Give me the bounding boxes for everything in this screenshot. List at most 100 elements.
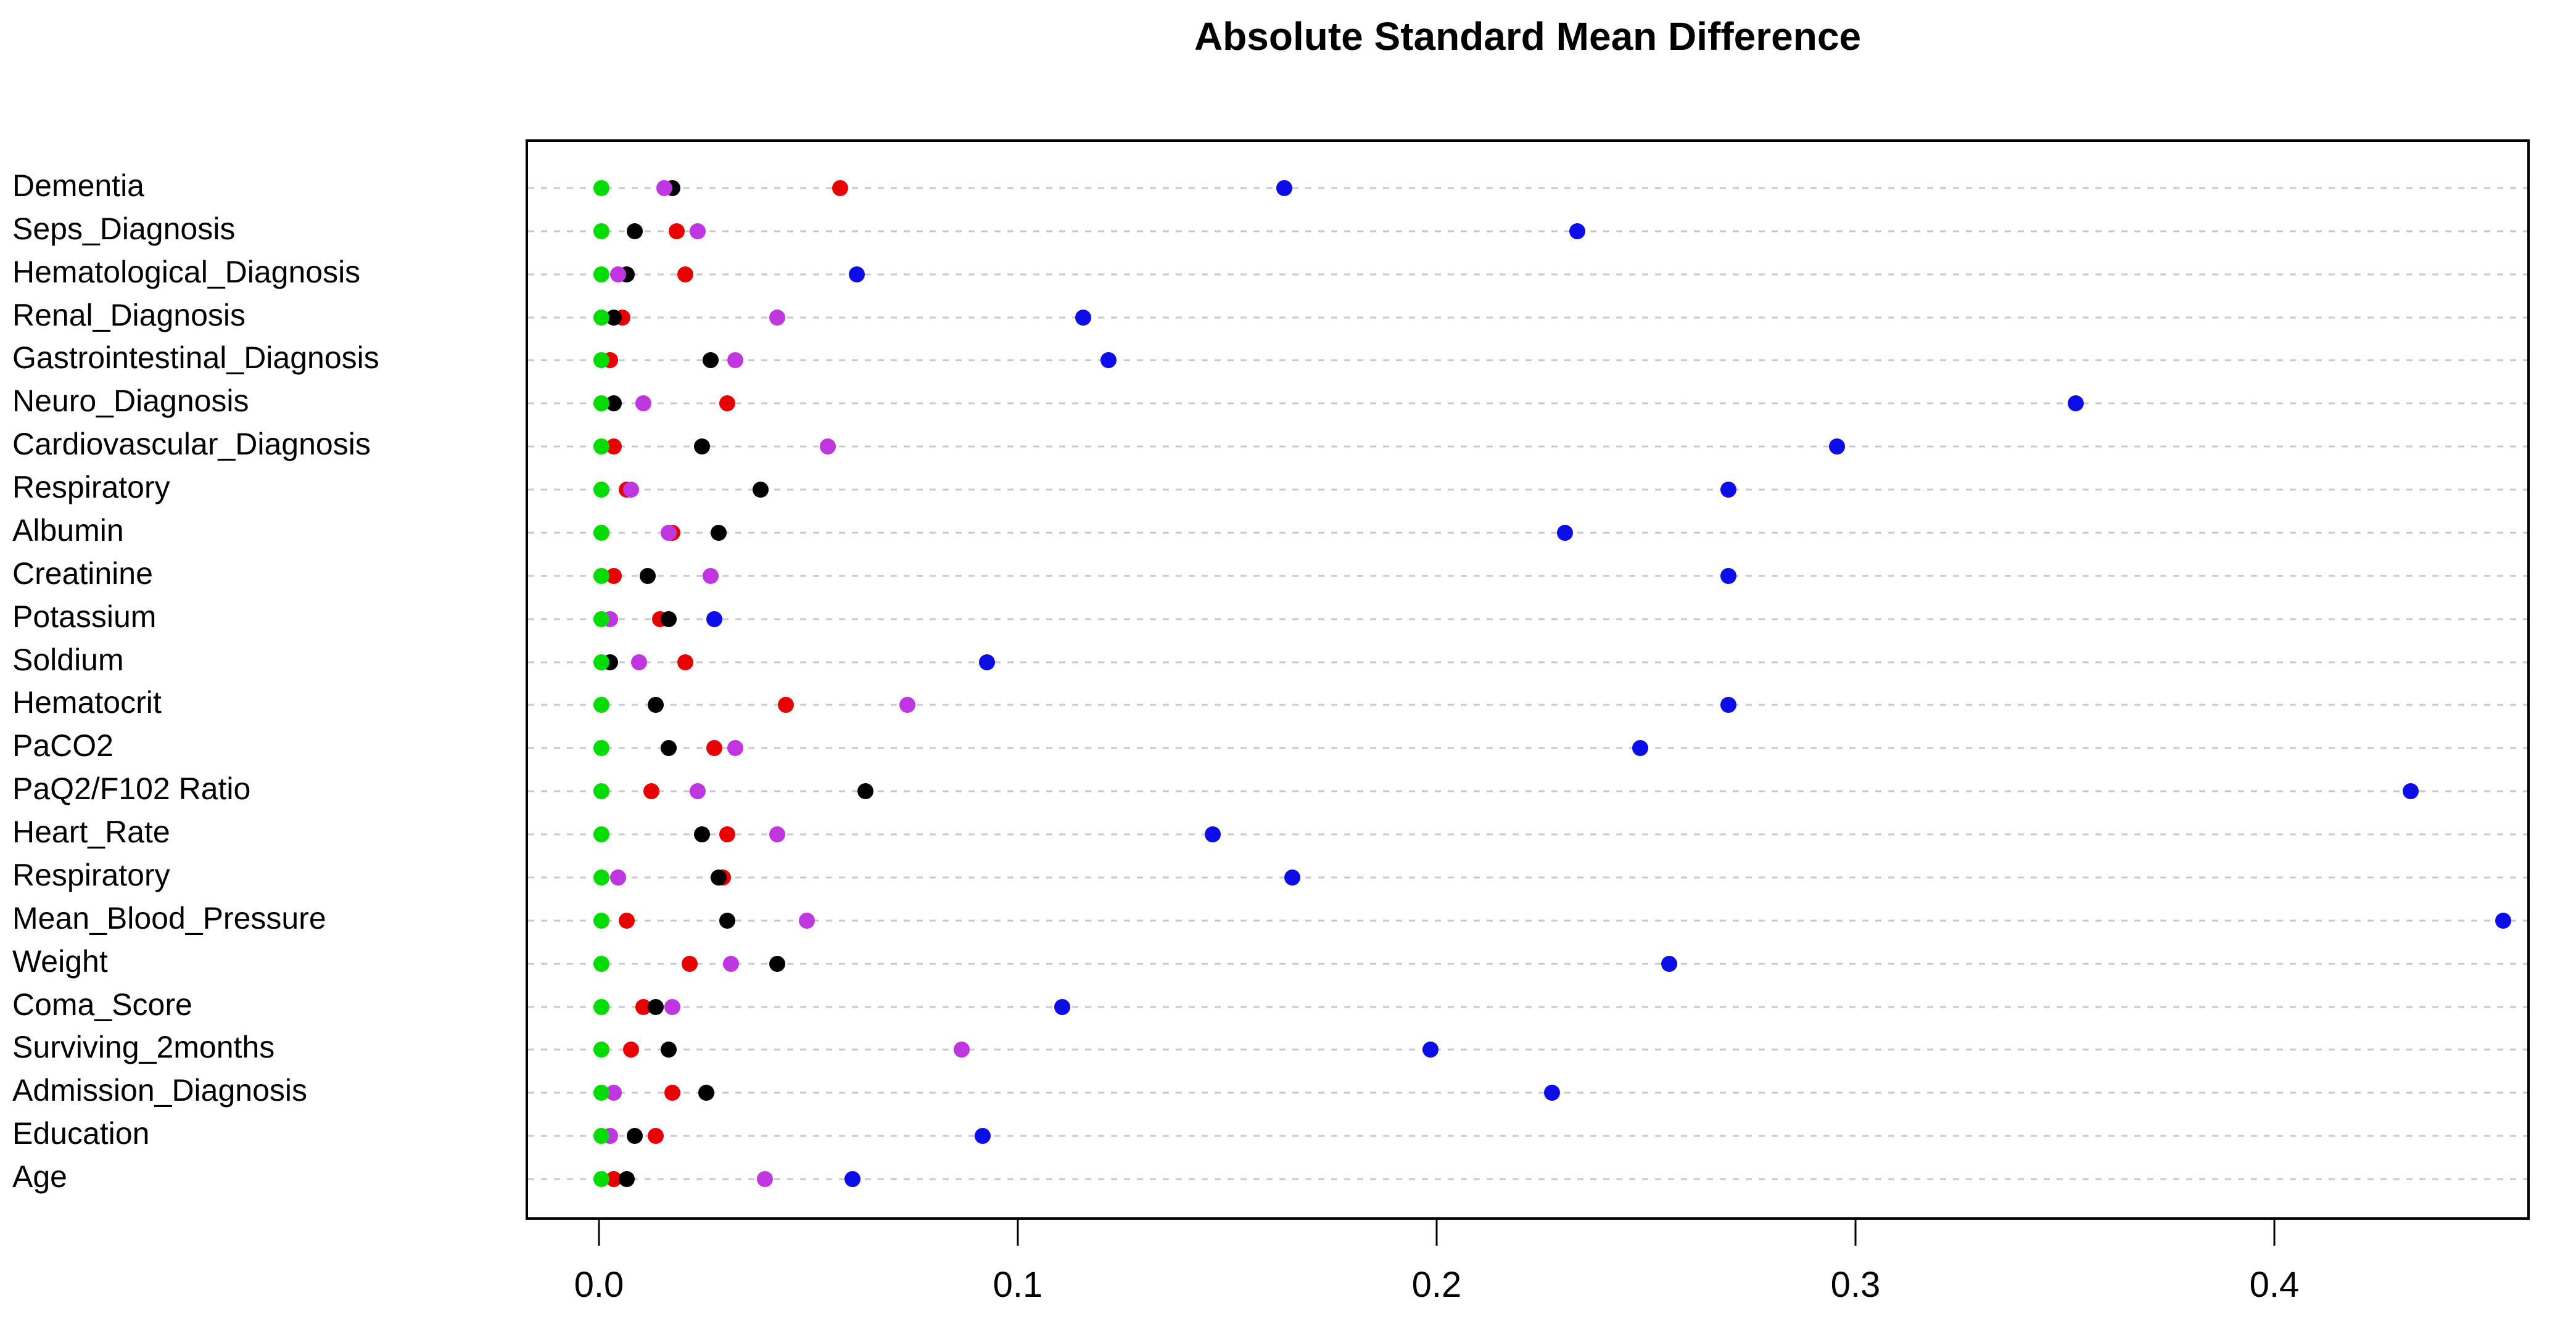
data-point-magenta xyxy=(756,1171,773,1187)
data-point-blue xyxy=(1284,869,1301,886)
data-point-green xyxy=(593,955,609,972)
category-label: Neuro_Diagnosis xyxy=(12,384,249,419)
data-point-black xyxy=(618,1171,635,1187)
data-point-black xyxy=(693,826,710,843)
data-point-blue xyxy=(1422,1042,1439,1058)
gridline xyxy=(528,919,2527,922)
data-point-blue xyxy=(1556,524,1573,541)
chart-title: Absolute Standard Mean Difference xyxy=(1194,14,1862,59)
data-point-red xyxy=(677,654,693,670)
category-label: Soldium xyxy=(12,642,124,677)
data-point-red xyxy=(681,955,698,972)
data-point-magenta xyxy=(631,654,648,670)
x-tick-label: 0.2 xyxy=(1411,1265,1462,1305)
data-point-green xyxy=(593,998,609,1015)
gridline xyxy=(528,359,2527,361)
data-point-blue xyxy=(978,654,995,670)
x-tick-mark xyxy=(1435,1220,1438,1246)
category-label: Creatinine xyxy=(12,556,153,591)
data-point-blue xyxy=(974,1128,991,1145)
gridline xyxy=(528,876,2527,879)
data-point-black xyxy=(698,1085,714,1101)
data-point-magenta xyxy=(769,826,786,843)
data-point-magenta xyxy=(622,482,639,498)
category-label: Seps_Diagnosis xyxy=(12,211,236,246)
category-label: Renal_Diagnosis xyxy=(12,297,246,332)
data-point-magenta xyxy=(727,352,744,369)
data-point-magenta xyxy=(702,567,719,584)
data-point-magenta xyxy=(899,697,915,713)
data-point-magenta xyxy=(690,223,706,239)
data-point-magenta xyxy=(723,955,740,972)
data-point-black xyxy=(702,352,719,369)
category-label: PaQ2/F102 Ratio xyxy=(12,771,251,807)
data-point-magenta xyxy=(656,180,672,196)
data-point-blue xyxy=(1829,438,1846,455)
data-point-blue xyxy=(1075,309,1091,326)
plot-area xyxy=(526,139,2530,1220)
data-point-green xyxy=(593,524,609,541)
data-point-green xyxy=(593,223,609,239)
data-point-green xyxy=(593,395,609,412)
data-point-black xyxy=(627,223,643,239)
x-tick-mark xyxy=(598,1220,600,1246)
data-point-green xyxy=(593,912,609,929)
data-point-blue xyxy=(1720,482,1736,498)
data-point-magenta xyxy=(610,266,627,282)
category-label: Potassium xyxy=(12,599,157,634)
data-point-green xyxy=(593,309,609,326)
data-point-blue xyxy=(1544,1085,1561,1101)
data-point-red xyxy=(643,783,660,800)
data-point-red xyxy=(719,826,735,843)
data-point-blue xyxy=(1632,740,1648,757)
category-label: Education xyxy=(12,1116,150,1151)
data-point-black xyxy=(660,740,677,757)
data-point-red xyxy=(777,697,794,713)
category-label: Respiratory xyxy=(12,470,170,505)
data-point-black xyxy=(711,869,727,886)
data-point-green xyxy=(593,869,609,886)
gridline xyxy=(528,661,2527,664)
category-label: Hematological_Diagnosis xyxy=(12,254,361,289)
gridline xyxy=(528,747,2527,749)
x-tick-label: 0.4 xyxy=(2249,1265,2300,1305)
x-tick-label: 0.1 xyxy=(993,1265,1043,1305)
data-point-red xyxy=(618,912,635,929)
data-point-red xyxy=(719,395,735,412)
data-point-black xyxy=(711,524,727,541)
data-point-magenta xyxy=(610,869,627,886)
data-point-blue xyxy=(844,1171,861,1187)
data-point-blue xyxy=(2495,912,2511,929)
data-point-black xyxy=(753,482,769,498)
category-label: Admission_Diagnosis xyxy=(12,1073,308,1108)
data-point-blue xyxy=(706,610,723,627)
gridline xyxy=(528,963,2527,965)
gridline xyxy=(528,618,2527,620)
data-point-green xyxy=(593,567,609,584)
data-point-green xyxy=(593,654,609,670)
gridline xyxy=(528,187,2527,189)
data-point-blue xyxy=(1054,998,1070,1015)
data-point-blue xyxy=(1720,697,1736,713)
gridline xyxy=(528,1006,2527,1008)
data-point-blue xyxy=(849,266,865,282)
gridline xyxy=(528,790,2527,792)
data-point-black xyxy=(648,998,664,1015)
data-point-red xyxy=(677,266,693,282)
data-point-green xyxy=(593,1042,609,1058)
gridline xyxy=(528,273,2527,276)
data-point-blue xyxy=(2068,395,2084,412)
data-point-magenta xyxy=(819,438,836,455)
data-point-black xyxy=(639,567,656,584)
data-point-green xyxy=(593,697,609,713)
gridline xyxy=(528,402,2527,405)
data-point-red xyxy=(648,1128,664,1145)
data-point-magenta xyxy=(635,395,651,412)
gridline xyxy=(528,230,2527,232)
gridline xyxy=(528,1092,2527,1094)
gridline xyxy=(528,704,2527,706)
data-point-green xyxy=(593,266,609,282)
data-point-black xyxy=(660,1042,677,1058)
gridline xyxy=(528,532,2527,534)
data-point-black xyxy=(719,912,735,929)
